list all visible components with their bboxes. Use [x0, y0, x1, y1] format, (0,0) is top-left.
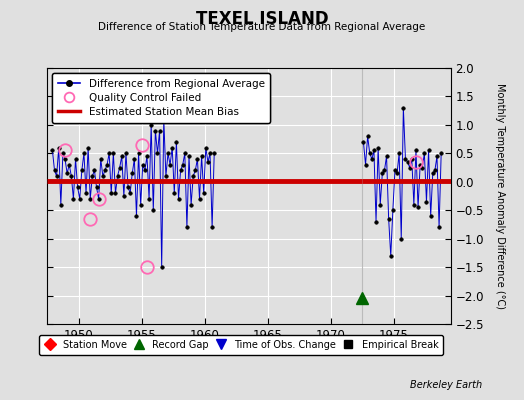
Y-axis label: Monthly Temperature Anomaly Difference (°C): Monthly Temperature Anomaly Difference (…: [495, 83, 505, 309]
Text: Berkeley Earth: Berkeley Earth: [410, 380, 482, 390]
Legend: Station Move, Record Gap, Time of Obs. Change, Empirical Break: Station Move, Record Gap, Time of Obs. C…: [39, 336, 443, 355]
Legend: Difference from Regional Average, Quality Control Failed, Estimated Station Mean: Difference from Regional Average, Qualit…: [52, 73, 270, 123]
Text: Difference of Station Temperature Data from Regional Average: Difference of Station Temperature Data f…: [99, 22, 425, 32]
Text: TEXEL ISLAND: TEXEL ISLAND: [195, 10, 329, 28]
